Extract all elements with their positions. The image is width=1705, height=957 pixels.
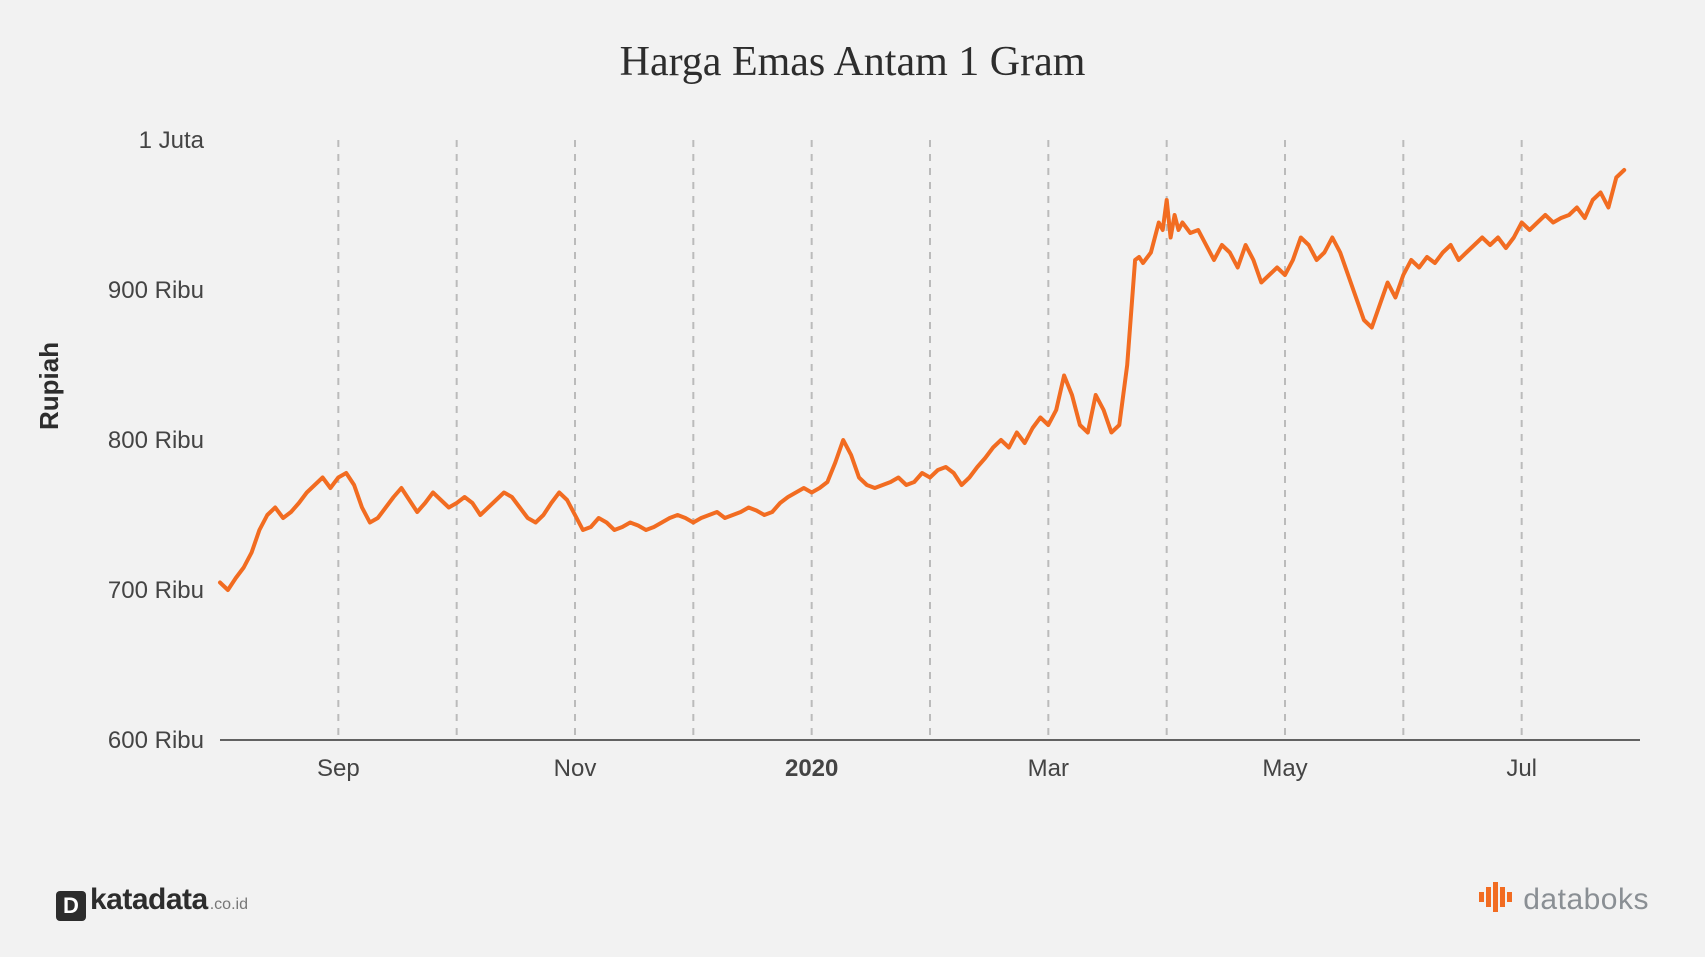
databoks-logo-icon — [1479, 882, 1513, 917]
x-tick-label: Jul — [1506, 755, 1537, 782]
y-tick-label: 700 Ribu — [108, 577, 204, 604]
x-tick-label: 2020 — [785, 755, 838, 782]
x-tick-label: Sep — [317, 755, 360, 782]
x-tick-label: Nov — [554, 755, 597, 782]
y-tick-label: 1 Juta — [139, 127, 205, 154]
databoks-logo-text: databoks — [1523, 883, 1649, 917]
price-line — [220, 170, 1624, 590]
databoks-logo: databoks — [1479, 882, 1649, 917]
x-tick-label: May — [1262, 755, 1307, 782]
katadata-logo-text: katadata — [90, 883, 208, 917]
line-chart: 600 Ribu 700 Ribu 800 Ribu 900 Ribu 1 Juta Se… — [50, 120, 1670, 840]
y-tick-label: 900 Ribu — [108, 277, 204, 304]
y-tick-label: 800 Ribu — [108, 427, 204, 454]
katadata-logo: D katadata .co.id — [56, 883, 248, 917]
y-tick-label: 600 Ribu — [108, 727, 204, 754]
x-tick-label: Mar — [1028, 755, 1069, 782]
footer: D katadata .co.id databoks — [0, 867, 1705, 957]
katadata-logo-icon: D — [56, 891, 86, 921]
katadata-logo-suffix: .co.id — [210, 896, 248, 914]
chart-title: Harga Emas Antam 1 Gram — [0, 38, 1705, 86]
chart-area: 600 Ribu 700 Ribu 800 Ribu 900 Ribu 1 Juta Se… — [50, 120, 1670, 845]
